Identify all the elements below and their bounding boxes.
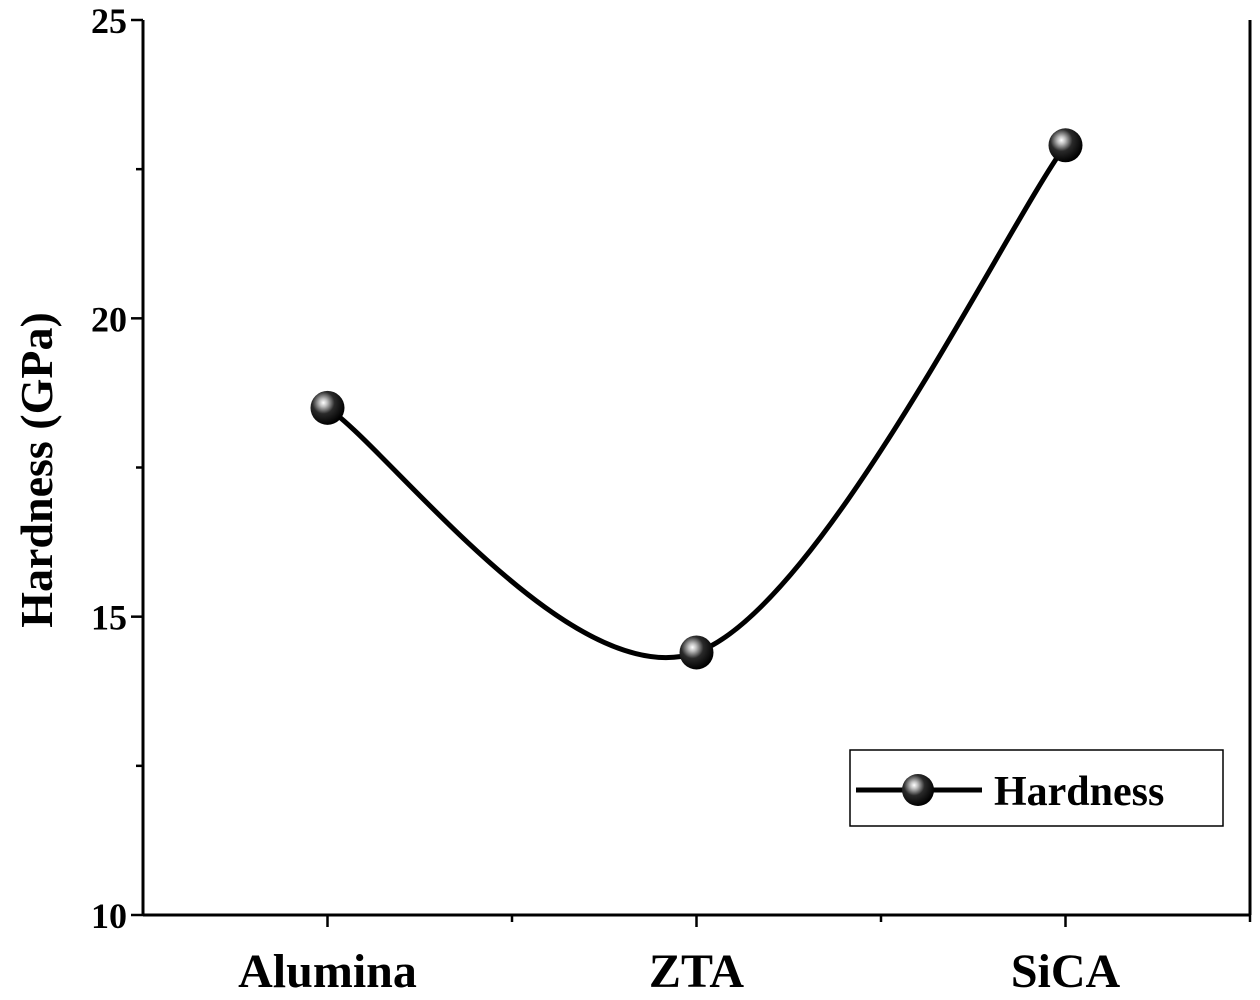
x-axis-ticks: Alumina ZTA SiCA [238, 915, 1252, 998]
data-point-zta [679, 635, 714, 670]
y-tick-label: 20 [91, 299, 127, 339]
data-point-alumina [310, 390, 345, 425]
x-tick-label: SiCA [1011, 945, 1121, 998]
y-axis-ticks: 10 15 20 25 [91, 1, 143, 936]
legend-entry-hardness: Hardness [994, 769, 1164, 815]
legend-marker-sample [902, 774, 934, 806]
legend: Hardness [849, 749, 1224, 827]
y-axis-label: Hardness (GPa) [11, 312, 62, 628]
y-tick-label: 25 [91, 1, 127, 41]
x-tick-label: ZTA [649, 945, 744, 998]
y-tick-label: 15 [91, 598, 127, 638]
series-line-hardness [326, 143, 1068, 661]
x-tick-label: Alumina [238, 945, 417, 998]
series-layer [310, 128, 1083, 670]
data-point-sica [1048, 128, 1083, 163]
y-tick-label: 10 [91, 896, 127, 936]
